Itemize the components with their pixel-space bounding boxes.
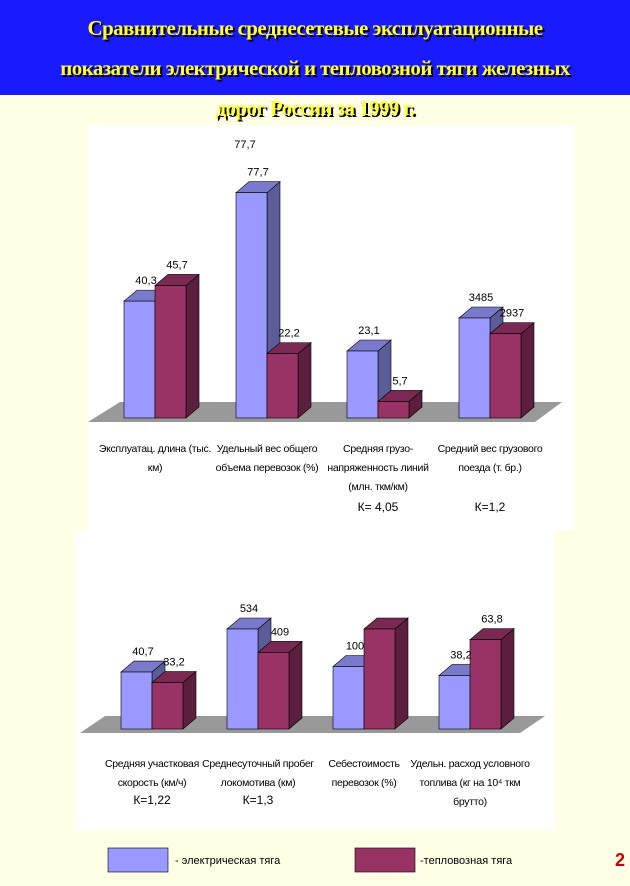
category-label: Средний вес грузового поезда (т. бр.) [437,443,543,474]
bar [266,353,299,419]
value-label: 40,7 [132,646,153,658]
slide-title: Сравнительные среднесетевые эксплуатацио… [60,16,570,120]
bar [363,628,396,730]
ratio-label: К=1,3 [242,793,274,807]
bar [489,333,522,419]
bar-side [185,273,200,419]
bar [469,639,502,730]
bars [120,617,515,730]
ratio-label: К=1,22 [133,793,171,807]
category-label: Среднесуточный пробег локомотива (км) [202,758,314,789]
bar [154,285,187,419]
value-label: 63,8 [481,614,502,626]
category-label: Удельный вес общего объема перевозок (%) [215,443,319,474]
ratio-label: К=1,2 [474,500,506,514]
value-label: 45,7 [166,259,187,271]
title-band [0,0,630,95]
bar [438,675,471,730]
value-label: 409 [271,626,289,638]
bar [235,192,268,419]
bar-side [520,322,535,419]
value-label: 77,7 [247,167,268,179]
legend-label: -тепловозная тяга [420,855,513,867]
category-label: Средняя участковая скорость (км/ч) [104,758,199,789]
bars [123,181,535,419]
value-label: 100 [346,641,364,653]
ratio-label: К= 4,05 [357,500,399,514]
value-label: 3485 [469,292,493,304]
category-label: Удельн. расход условного топлива (кг на … [410,758,530,808]
bar [123,300,156,419]
bar [458,317,491,419]
category-label: Себестоимость перевозок (%) [328,758,400,789]
legend-swatch [107,847,169,873]
value-label: 534 [240,603,258,615]
annotation: 77,7 [234,139,255,151]
bar-side [394,617,409,730]
page-number: 2 [615,850,625,870]
legend-label: - электрическая тяга [175,855,281,867]
category-label: Эксплуатац. длина (тыс. км) [98,443,212,474]
bar-side [297,341,312,419]
bar [346,350,379,419]
bar [226,628,259,730]
bar [377,401,410,419]
legend-swatch [354,847,416,873]
floor [80,716,545,733]
bar [151,682,184,730]
bar [120,671,153,730]
value-label: 33,2 [163,657,184,669]
bar-side [500,628,515,730]
floor [88,402,562,422]
category-label: Средняя грузо-напряженность линий (млн. … [327,443,429,493]
bar-side [288,640,303,730]
value-label: 23,1 [358,325,379,337]
value-label: 2937 [500,308,524,320]
bar [332,666,365,730]
bar [257,652,290,730]
value-label: 40,3 [135,275,156,287]
value-label: 38,2 [450,650,471,662]
value-label: 22,2 [278,328,299,340]
value-label: 5,7 [392,375,407,387]
